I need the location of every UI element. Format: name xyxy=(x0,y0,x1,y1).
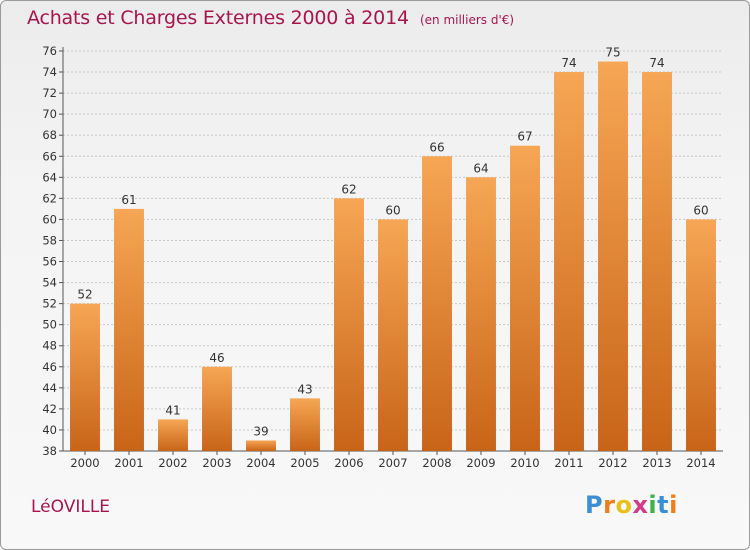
chart-title: Achats et Charges Externes 2000 à 2014 xyxy=(27,7,409,29)
data-label: 74 xyxy=(561,56,576,70)
data-label: 75 xyxy=(605,46,620,60)
x-tick-label: 2011 xyxy=(554,456,583,470)
bar xyxy=(598,61,628,452)
y-tick-label: 76 xyxy=(42,44,57,58)
x-tick-label: 2000 xyxy=(70,456,99,470)
y-tick-label: 64 xyxy=(42,170,57,184)
y-tick-label: 68 xyxy=(42,128,57,142)
data-label: 39 xyxy=(253,424,268,438)
y-tick-label: 72 xyxy=(42,86,57,100)
y-tick-label: 74 xyxy=(42,65,57,79)
x-tick-label: 2003 xyxy=(202,456,231,470)
data-label: 52 xyxy=(77,288,92,302)
data-label: 60 xyxy=(385,203,400,217)
y-tick-label: 38 xyxy=(42,444,57,458)
bar xyxy=(422,156,452,451)
x-tick-label: 2009 xyxy=(466,456,495,470)
x-tick-label: 2014 xyxy=(686,456,715,470)
logo-letter: P xyxy=(585,491,604,519)
bar xyxy=(246,440,276,451)
logo-letter: o xyxy=(615,491,633,519)
y-tick-label: 50 xyxy=(42,318,57,332)
y-tick-label: 70 xyxy=(42,107,57,121)
x-tick-label: 2007 xyxy=(378,456,407,470)
data-label: 74 xyxy=(649,56,664,70)
data-label: 67 xyxy=(517,130,532,144)
bar xyxy=(158,419,188,451)
bar xyxy=(510,145,540,451)
bar xyxy=(466,177,496,451)
bar xyxy=(70,303,100,451)
y-tick-label: 42 xyxy=(42,402,57,416)
bar xyxy=(114,208,144,451)
y-tick-label: 58 xyxy=(42,233,57,247)
y-tick-label: 60 xyxy=(42,212,57,226)
y-tick-label: 44 xyxy=(42,381,57,395)
x-tick-label: 2008 xyxy=(422,456,451,470)
data-label: 61 xyxy=(121,193,136,207)
logo-letter: i xyxy=(648,491,658,519)
y-tick-label: 66 xyxy=(42,149,57,163)
bar xyxy=(334,198,364,451)
bar xyxy=(642,72,672,451)
data-label: 46 xyxy=(209,351,224,365)
x-tick-label: 2012 xyxy=(598,456,627,470)
y-tick-label: 40 xyxy=(42,423,57,437)
x-tick-label: 2013 xyxy=(642,456,671,470)
bar xyxy=(686,219,716,451)
y-tick-label: 56 xyxy=(42,255,57,269)
y-tick-label: 48 xyxy=(42,339,57,353)
logo-letter: i xyxy=(669,491,678,519)
logo-letter: t xyxy=(657,491,670,519)
y-tick-label: 46 xyxy=(42,360,57,374)
data-label: 41 xyxy=(165,403,180,417)
bar xyxy=(202,366,232,451)
x-tick-label: 2001 xyxy=(114,456,143,470)
bar xyxy=(378,219,408,451)
data-label: 43 xyxy=(297,382,312,396)
x-tick-label: 2010 xyxy=(510,456,539,470)
x-tick-label: 2005 xyxy=(290,456,319,470)
x-tick-label: 2002 xyxy=(158,456,187,470)
commune-name: LéOVILLE xyxy=(31,497,111,517)
logo-letter: x xyxy=(632,491,649,519)
logo-letter: r xyxy=(603,491,616,519)
chart-title-block: Achats et Charges Externes 2000 à 2014 (… xyxy=(27,7,514,29)
y-tick-label: 52 xyxy=(42,297,57,311)
y-tick-label: 62 xyxy=(42,191,57,205)
data-label: 64 xyxy=(473,161,488,175)
x-tick-label: 2004 xyxy=(246,456,275,470)
data-label: 66 xyxy=(429,140,444,154)
data-label: 62 xyxy=(341,182,356,196)
x-tick-label: 2006 xyxy=(334,456,363,470)
y-tick-label: 54 xyxy=(42,276,57,290)
unit-note: (en milliers d'€) xyxy=(419,13,515,27)
bar xyxy=(554,72,584,451)
bar xyxy=(290,398,320,451)
data-label: 60 xyxy=(693,203,708,217)
proxiti-logo: Proxiti xyxy=(585,491,678,519)
